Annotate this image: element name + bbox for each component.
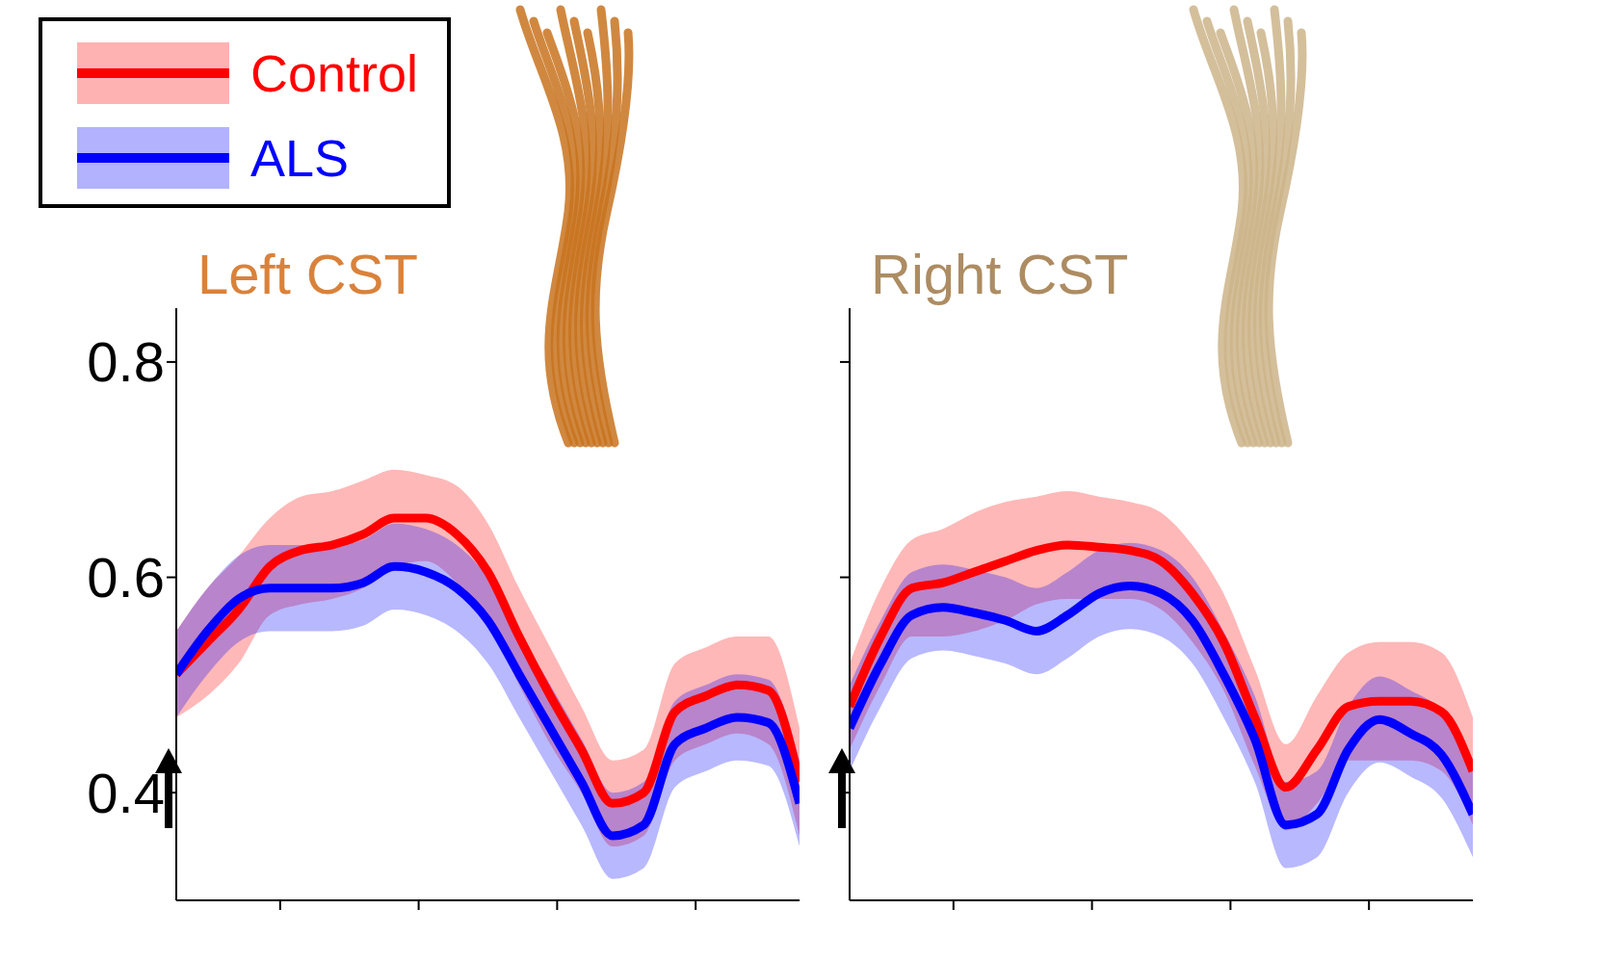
html-text:ALS: ALS [250, 129, 349, 187]
html-text:Right CST: Right CST [870, 242, 1129, 306]
svg-text:0.4: 0.4 [86, 761, 165, 825]
svg-text:0.6: 0.6 [86, 546, 165, 609]
html-text:Control: Control [250, 44, 419, 103]
svg-text:0.8: 0.8 [86, 330, 165, 394]
html-text:Left CST: Left CST [197, 242, 418, 306]
